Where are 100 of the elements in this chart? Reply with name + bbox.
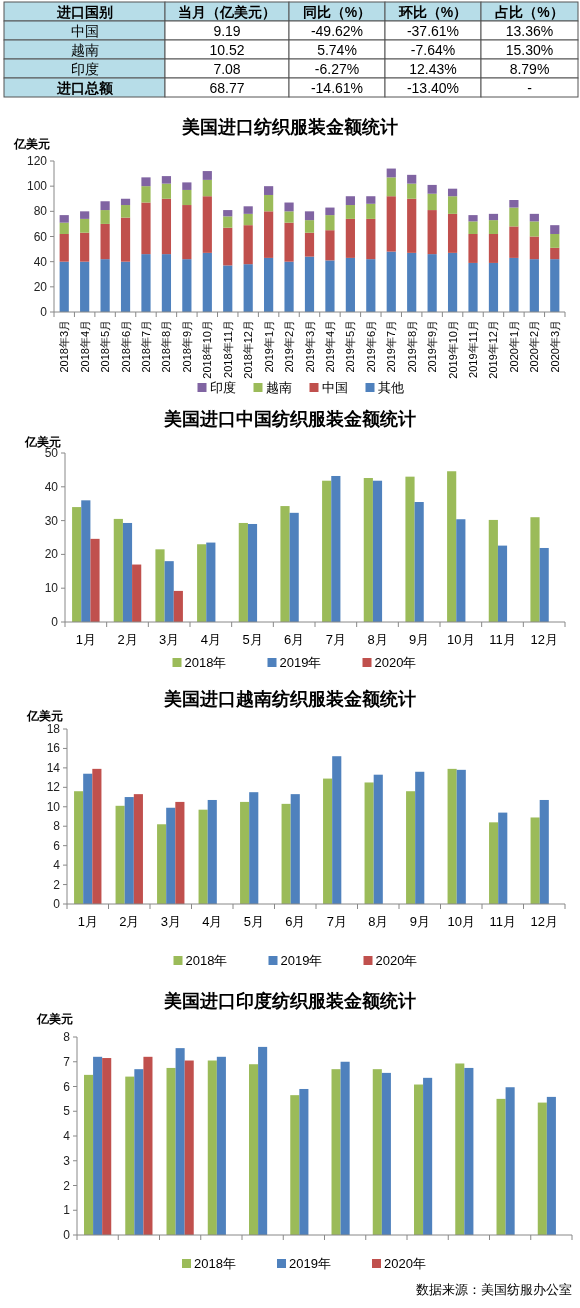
bar — [238, 522, 248, 622]
bar — [264, 186, 274, 195]
bar — [134, 1069, 144, 1236]
bar — [258, 1046, 268, 1235]
x-tick-label: 2018年3月 — [58, 320, 71, 373]
bar — [161, 183, 172, 199]
text: 9.19 — [213, 22, 241, 39]
bar — [202, 171, 212, 180]
y-tick-label: 0 — [51, 615, 59, 629]
bar — [173, 590, 183, 622]
bar — [529, 259, 539, 312]
bar — [325, 215, 335, 231]
bar — [100, 259, 110, 312]
bar — [323, 778, 333, 904]
bar — [280, 506, 290, 622]
bar — [125, 1076, 135, 1235]
bar — [529, 221, 539, 237]
y-tick-label: 16 — [46, 741, 61, 756]
bar — [427, 210, 437, 255]
x-tick-label: 2020年1月 — [507, 320, 520, 373]
bar — [161, 198, 172, 255]
bar — [386, 251, 396, 312]
legend-label: 2019年 — [289, 1256, 331, 1271]
bar — [84, 1074, 94, 1235]
category-label: 占比（%） — [495, 3, 564, 20]
legend-label: 2020年 — [374, 655, 417, 670]
x-tick-label: 3月 — [160, 914, 181, 929]
category-label: 印度 — [70, 60, 99, 77]
x-tick-label: 4月 — [202, 914, 223, 929]
x-tick-label: 5月 — [242, 632, 263, 647]
y-tick-label: 4 — [63, 1129, 71, 1143]
bar — [332, 756, 342, 904]
y-tick-label: 30 — [44, 513, 59, 528]
bar — [59, 233, 69, 262]
bar — [243, 206, 253, 214]
bar — [164, 561, 174, 622]
legend-label: 2018年 — [184, 655, 227, 670]
category-label: 中国 — [70, 22, 99, 39]
bar — [223, 227, 233, 266]
bar — [281, 803, 291, 904]
bar — [175, 801, 185, 904]
bar — [345, 257, 355, 312]
bar — [100, 223, 110, 260]
bar — [373, 774, 383, 904]
bar — [405, 476, 415, 622]
bar — [455, 1063, 465, 1235]
x-tick-label: 10月 — [447, 632, 475, 647]
bar — [415, 771, 425, 904]
bar — [284, 222, 294, 262]
x-tick-label: 2019年12月 — [487, 320, 500, 379]
bar — [289, 512, 299, 622]
x-tick-label: 3月 — [159, 632, 180, 647]
text: -6.27% — [314, 60, 360, 77]
bar — [464, 1067, 474, 1235]
text: - — [527, 79, 532, 96]
x-tick-label: 2019年8月 — [405, 320, 418, 373]
source-note: 数据来源：美国纺服办公室 — [416, 1282, 572, 1297]
text: 7.08 — [213, 60, 241, 77]
bar — [264, 194, 274, 212]
y-tick-label: 120 — [26, 154, 48, 168]
bar — [363, 478, 373, 622]
chart-title: 美国进口中国纺织服装金额统计 — [163, 409, 416, 429]
legend-label: 2018年 — [194, 1256, 236, 1271]
bar — [207, 1060, 217, 1235]
bar — [366, 218, 376, 260]
bar — [468, 233, 478, 263]
text: 15.30% — [505, 41, 554, 58]
bar — [141, 186, 151, 203]
bar — [530, 517, 540, 622]
bar — [423, 1077, 433, 1235]
bar — [414, 502, 424, 622]
x-tick-label: 8月 — [368, 914, 389, 929]
bar — [243, 264, 253, 312]
x-tick-label: 2018年9月 — [180, 320, 193, 373]
y-tick-label: 10 — [46, 799, 61, 814]
bar — [386, 196, 396, 252]
x-tick-label: 1月 — [77, 914, 98, 929]
bar — [509, 207, 519, 227]
bar — [304, 220, 315, 233]
bar — [182, 182, 192, 190]
category-label: 同比（%） — [302, 3, 372, 20]
legend-label: 印度 — [209, 380, 236, 395]
bar — [202, 179, 212, 197]
bar — [345, 196, 355, 206]
bar — [304, 256, 315, 312]
bar — [141, 254, 151, 312]
legend-label: 2019年 — [280, 953, 323, 968]
bar — [243, 213, 253, 226]
bar — [539, 799, 549, 904]
x-tick-label: 11月 — [489, 914, 516, 929]
y-tick-label: 20 — [33, 279, 48, 294]
y-tick-label: 0 — [40, 305, 48, 319]
bar — [264, 211, 274, 258]
y-axis-title: 亿美元 — [24, 435, 61, 449]
x-tick-label: 2018年11月 — [221, 320, 234, 378]
text: 13.36% — [505, 22, 554, 39]
bar — [90, 538, 100, 622]
y-tick-label: 5 — [63, 1104, 71, 1119]
x-tick-label: 12月 — [530, 914, 558, 929]
bar — [100, 210, 110, 224]
